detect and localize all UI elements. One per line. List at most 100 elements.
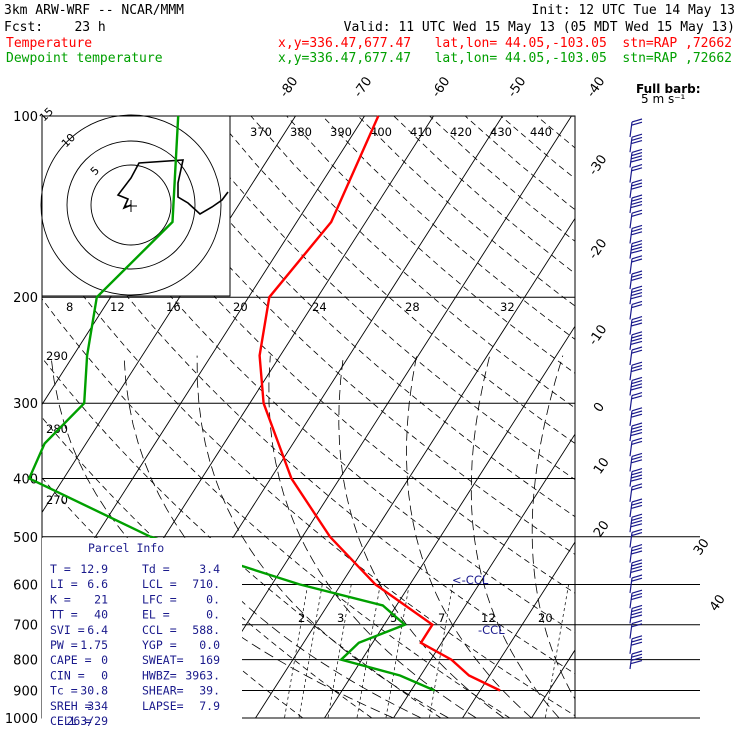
isotherm-label: -10 <box>586 322 610 348</box>
theta-side-label: 290 <box>46 349 68 363</box>
isotherm-label: 0 <box>591 400 608 415</box>
wind-barb <box>629 285 643 305</box>
dewpoint-legend-info: x,y=336.47,677.47 lat,lon= 44.05,-103.05… <box>278 51 732 66</box>
hodograph-speed-label: 32 <box>500 300 515 314</box>
parcel-info-value: 1.75 <box>80 638 108 652</box>
theta-label: 420 <box>450 125 472 139</box>
pressure-tick-label: 900 <box>13 684 38 699</box>
parcel-info-label: K = <box>50 592 71 606</box>
wind-barb <box>629 376 643 396</box>
moist-adiabat <box>338 355 505 718</box>
hodograph-trace <box>116 159 229 215</box>
moist-adiabat <box>470 355 560 718</box>
wind-barb <box>629 635 643 654</box>
parcel-info-label: SREH = <box>50 699 92 713</box>
parcel-info-value: 0.0 <box>199 638 220 652</box>
full-barb-units: 5 m s⁻¹ <box>641 92 686 106</box>
pressure-tick-label: 600 <box>13 578 38 593</box>
dry-adiabat <box>42 123 575 634</box>
isotherm-label: -40 <box>584 74 608 100</box>
parcel-info-value: 169 <box>199 653 220 667</box>
mixing-ratio-line <box>327 584 352 718</box>
isotherm-label: -80 <box>277 74 301 100</box>
wind-barb <box>629 422 643 442</box>
lcl-marker: <-CCL <box>452 573 489 587</box>
parcel-info-label: HWBZ= <box>142 668 177 682</box>
dry-adiabat <box>72 116 575 594</box>
dry-adiabat <box>429 116 575 242</box>
mixing-ratio-line <box>356 584 381 718</box>
parcel-info-value: 30.8 <box>80 684 108 698</box>
dry-adiabat <box>322 116 575 340</box>
isotherm-line <box>42 116 296 514</box>
sounding-profiles <box>27 115 501 692</box>
dewpoint-line <box>27 115 436 692</box>
pressure-tick-label: 200 <box>13 291 38 306</box>
parcel-info-label: LCL = <box>142 577 177 591</box>
isotherm-line <box>255 217 575 718</box>
wind-barb <box>629 270 643 290</box>
full-barb-label: Full barb: <box>636 82 701 96</box>
parcel-info-label: SHEAR= <box>142 684 184 698</box>
wind-barb <box>629 240 643 259</box>
wind-barb <box>629 392 643 411</box>
wind-barb <box>629 513 643 533</box>
temperature-legend-info: x,y=336.47,677.47 lat,lon= 44.05,-103.05… <box>278 36 732 51</box>
dry-adiabat <box>357 116 575 307</box>
isotherm-line <box>324 325 575 718</box>
parcel-info-label: LAPSE= <box>142 699 184 713</box>
wind-barb <box>629 650 643 670</box>
hodograph-ring <box>40 114 222 296</box>
plot-frame <box>41 115 576 719</box>
wind-barb <box>629 179 643 198</box>
mixing-ratio-label: 12 <box>481 611 496 625</box>
forecast-hour: Fcst: 23 h <box>4 20 106 35</box>
wind-barb <box>629 589 643 609</box>
isotherm-label: -70 <box>351 74 375 100</box>
dry-adiabat <box>250 116 575 409</box>
temperature-line <box>258 115 501 692</box>
dewpoint-legend-label: Dewpoint temperature <box>6 51 163 66</box>
parcel-info-value: 3963. <box>185 668 220 682</box>
mixing-ratio-line <box>284 584 309 718</box>
parcel-info-value: 40 <box>94 608 108 622</box>
mixing-ratio-label: 7 <box>438 611 445 625</box>
dry-adiabat <box>42 416 373 718</box>
wind-barb <box>629 498 643 518</box>
mixing-ratio-line <box>385 584 410 718</box>
wind-barb <box>629 437 643 457</box>
isotherm-label: -60 <box>429 74 453 100</box>
parcel-info-label: LI = <box>50 577 78 591</box>
parcel-info-label: CAPE = <box>50 653 92 667</box>
pressure-tick-label: 700 <box>13 619 38 634</box>
dry-adiabat <box>179 116 575 481</box>
parcel-info-value: 710. <box>192 577 220 591</box>
wind-barb <box>629 209 643 229</box>
mixing-ratio-label: 2 <box>298 611 305 625</box>
ccl-marker: -CCL <box>478 623 505 637</box>
parcel-info-value: 0 <box>101 653 108 667</box>
parcel-info-value: 7.9 <box>199 699 220 713</box>
wind-barb <box>629 194 643 214</box>
parcel-info-label: CELL = <box>50 714 92 728</box>
pressure-tick-label: 300 <box>13 397 38 412</box>
parcel-info-value: 0. <box>206 592 220 606</box>
isotherm-label: -30 <box>586 152 610 178</box>
wind-barb <box>629 346 643 366</box>
mixing-ratio-label: 20 <box>538 611 553 625</box>
parcel-info-value: 334 <box>87 699 108 713</box>
parcel-info-label: YGP = <box>142 638 177 652</box>
isotherm-line <box>670 116 740 718</box>
dry-adiabat <box>500 116 575 179</box>
isotherm-label: -20 <box>586 236 610 262</box>
parcel-info-label: Tc = <box>50 684 78 698</box>
wind-barb <box>629 468 643 487</box>
mixing-ratio-line <box>298 584 323 718</box>
wind-barb <box>629 544 643 563</box>
wind-barb <box>629 300 643 320</box>
parcel-info-value: 588. <box>192 623 220 637</box>
mixing-ratio-label: 3 <box>337 611 344 625</box>
pressure-tick-label: 100 <box>13 110 38 125</box>
moist-adiabat <box>196 355 449 718</box>
